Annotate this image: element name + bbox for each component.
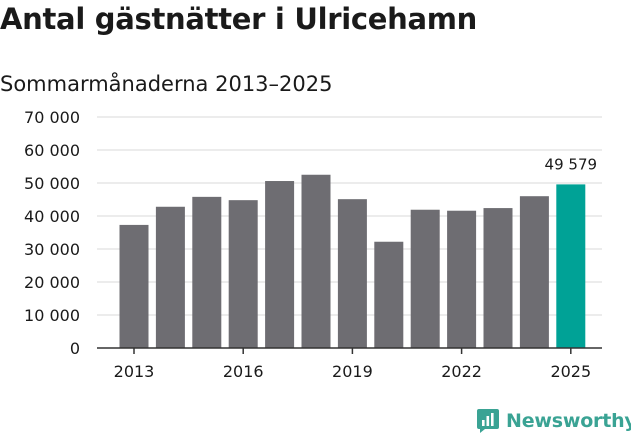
bar bbox=[119, 224, 149, 348]
y-tick-label: 10 000 bbox=[24, 306, 80, 325]
x-tick-label: 2019 bbox=[332, 362, 373, 381]
data-label: 49 579 bbox=[545, 155, 598, 173]
bar bbox=[192, 196, 222, 348]
bar-chart: 0 10 000 20 000 30 000 40 000 50 000 60 000 70 … bbox=[24, 108, 602, 381]
y-tick-label: 0 bbox=[70, 339, 80, 358]
y-tick-label: 60 000 bbox=[24, 141, 80, 160]
x-tick-label: 2022 bbox=[441, 362, 482, 381]
brand-logo: Newsworthy bbox=[476, 408, 631, 434]
bar bbox=[301, 174, 331, 348]
bar bbox=[519, 196, 549, 348]
chart-subtitle: Sommarmånaderna 2013–2025 bbox=[0, 72, 333, 96]
bar bbox=[556, 184, 586, 348]
newsworthy-logo-icon bbox=[477, 409, 499, 433]
bar bbox=[483, 208, 513, 348]
y-tick-label: 20 000 bbox=[24, 273, 80, 292]
bar bbox=[374, 241, 404, 348]
y-tick-label: 40 000 bbox=[24, 207, 80, 226]
brand-name: Newsworthy bbox=[506, 410, 631, 432]
x-tick-label: 2025 bbox=[550, 362, 591, 381]
x-tick-label: 2016 bbox=[223, 362, 264, 381]
bar bbox=[337, 199, 367, 348]
bar bbox=[265, 181, 295, 348]
bar bbox=[447, 210, 477, 348]
x-tick-label: 2013 bbox=[114, 362, 155, 381]
bar bbox=[228, 200, 258, 348]
y-tick-label: 30 000 bbox=[24, 240, 80, 259]
y-tick-label: 50 000 bbox=[24, 174, 80, 193]
bar bbox=[410, 209, 440, 348]
y-tick-label: 70 000 bbox=[24, 108, 80, 127]
chart-title: Antal gästnätter i Ulricehamn bbox=[0, 2, 478, 36]
bar bbox=[155, 206, 185, 348]
